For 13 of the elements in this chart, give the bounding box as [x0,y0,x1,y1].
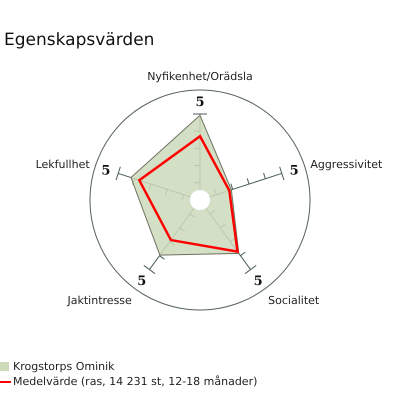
legend-label: Krogstorps Ominik [13,359,115,374]
legend-label: Medelvärde (ras, 14 231 st, 12-18 månader) [13,374,258,389]
spoke-label: Aggressivitet [310,158,384,172]
text: 5 [101,163,110,178]
text: 5 [195,95,205,110]
text: 5 [137,274,146,290]
chart-title: Egenskapsvärden [4,30,154,50]
text: 5 [290,163,299,178]
text: 5 [254,274,263,290]
spoke-label: Jaktintresse [66,294,132,307]
spoke-label: Nyfikenhet/Orädsla [147,70,253,83]
spoke-label: Socialitet [268,294,320,307]
spoke-label: Lekfullhet [36,158,90,172]
